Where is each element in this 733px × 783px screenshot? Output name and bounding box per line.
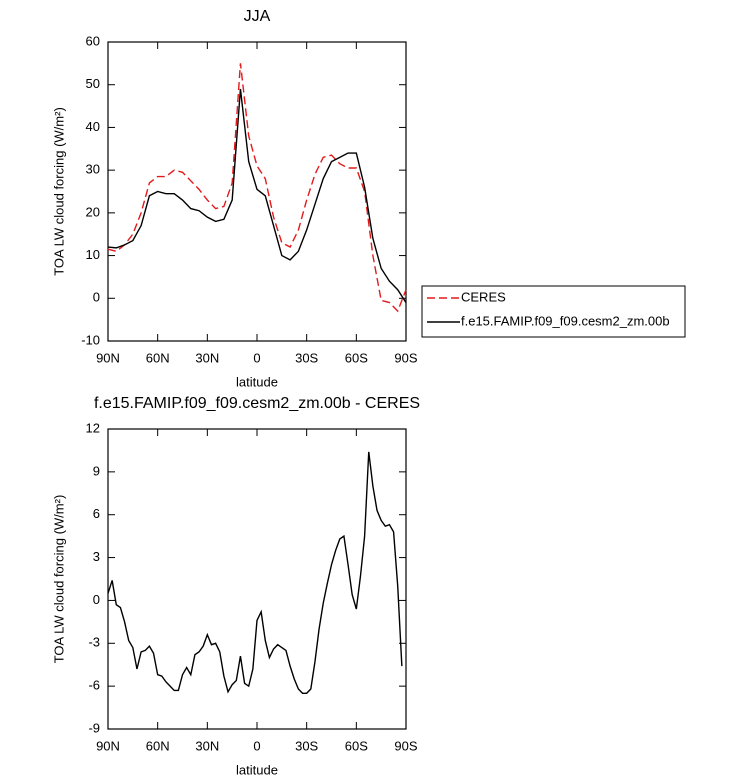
- y-tick-label: -9: [88, 720, 100, 735]
- x-tick-label: 90S: [394, 350, 417, 365]
- y-tick-label: 20: [86, 204, 100, 219]
- x-tick-label: 90N: [96, 738, 120, 753]
- y-tick-label: 40: [86, 119, 100, 134]
- y-tick-label: 6: [93, 506, 100, 521]
- x-tick-label: 0: [253, 738, 260, 753]
- y-tick-label: 3: [93, 549, 100, 564]
- legend-label: f.e15.FAMIP.f09_f09.cesm2_zm.00b: [461, 313, 670, 328]
- data-line: [107, 63, 407, 313]
- plot-frame: [107, 428, 407, 730]
- x-tick-label: 90S: [394, 738, 417, 753]
- y-tick-label: 9: [93, 463, 100, 478]
- legend-box: [421, 285, 686, 338]
- y-axis-label: TOA LW cloud forcing (W/m²): [51, 107, 66, 276]
- x-tick-label: 60S: [345, 350, 368, 365]
- plot-frame: [107, 41, 407, 342]
- x-axis-label: latitude: [236, 762, 278, 777]
- y-tick-label: -3: [88, 635, 100, 650]
- x-tick-label: 30N: [195, 738, 219, 753]
- x-tick-label: 60N: [146, 350, 170, 365]
- y-tick-label: 10: [86, 247, 100, 262]
- x-tick-label: 60S: [345, 738, 368, 753]
- y-tick-label: 60: [86, 33, 100, 48]
- y-tick-label: 12: [86, 420, 100, 435]
- x-tick-label: 30S: [295, 738, 318, 753]
- x-axis-label: latitude: [236, 374, 278, 389]
- y-tick-label: 0: [93, 290, 100, 305]
- y-tick-label: -10: [81, 332, 100, 347]
- x-tick-label: 30S: [295, 350, 318, 365]
- x-tick-label: 60N: [146, 738, 170, 753]
- y-tick-label: -6: [88, 678, 100, 693]
- y-tick-label: 50: [86, 76, 100, 91]
- chart-title: JJA: [244, 8, 271, 25]
- x-tick-label: 30N: [195, 350, 219, 365]
- y-tick-label: 0: [93, 592, 100, 607]
- data-line: [107, 451, 403, 694]
- x-tick-label: 0: [253, 350, 260, 365]
- data-line: [107, 88, 407, 303]
- chart-title: f.e15.FAMIP.f09_f09.cesm2_zm.00b - CERES: [94, 395, 420, 412]
- x-tick-label: 90N: [96, 350, 120, 365]
- y-axis-label: TOA LW cloud forcing (W/m²): [51, 495, 66, 664]
- legend-label: CERES: [461, 289, 506, 304]
- y-tick-label: 30: [86, 162, 100, 177]
